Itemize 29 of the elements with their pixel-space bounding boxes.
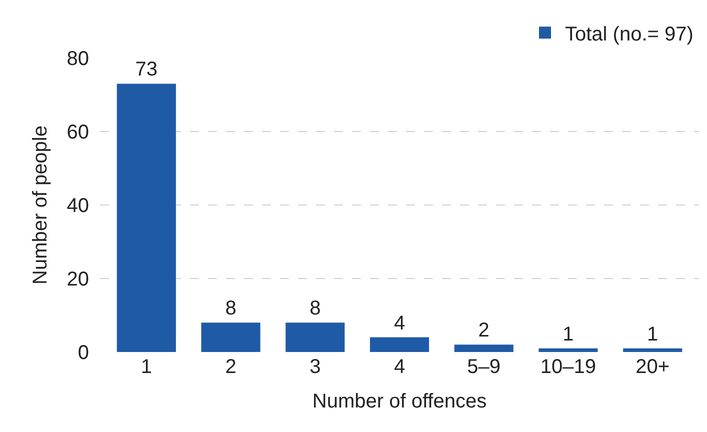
x-tick-label: 10–19 [540, 356, 596, 378]
legend-label: Total (no.= 97) [565, 23, 694, 46]
x-tick-label: 2 [225, 356, 236, 378]
y-tick-label: 20 [66, 268, 89, 290]
data-label: 1 [562, 323, 574, 346]
data-label: 2 [478, 320, 490, 342]
data-label: 4 [394, 312, 406, 334]
y-tick-label: 40 [66, 195, 89, 217]
data-label: 8 [225, 298, 236, 320]
y-tick-label: 80 [66, 48, 89, 70]
bar [538, 348, 598, 352]
y-tick-label: 0 [78, 342, 89, 364]
bar [286, 322, 345, 352]
x-tick-label: 5–9 [467, 356, 501, 378]
x-tick-label: 3 [310, 356, 321, 378]
data-label: 8 [310, 298, 321, 320]
x-tick-label: 4 [394, 356, 406, 378]
bar [116, 84, 176, 352]
x-tick-label: 1 [140, 356, 152, 378]
data-label: 1 [647, 323, 658, 346]
bar [623, 348, 682, 352]
y-axis-title: Number of people [29, 126, 52, 284]
bar [454, 344, 514, 352]
x-tick-label: 20+ [636, 356, 670, 378]
bar [201, 322, 260, 352]
bar [370, 337, 430, 352]
y-tick-label: 60 [66, 122, 89, 144]
x-axis-title: Number of offences [312, 390, 487, 412]
data-label: 73 [135, 58, 158, 81]
